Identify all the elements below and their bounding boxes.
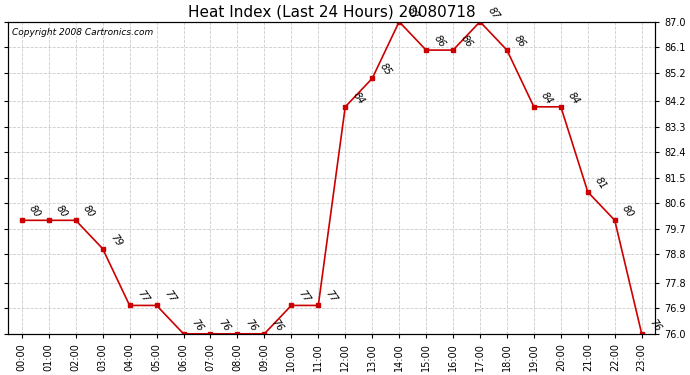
Text: 79: 79 xyxy=(108,232,124,248)
Text: 84: 84 xyxy=(351,90,366,106)
Text: 84: 84 xyxy=(540,90,555,106)
Text: 77: 77 xyxy=(135,289,150,304)
Text: 76: 76 xyxy=(647,317,662,333)
Text: 86: 86 xyxy=(513,33,528,50)
Text: 77: 77 xyxy=(297,289,313,304)
Text: 87: 87 xyxy=(405,5,420,21)
Text: 86: 86 xyxy=(432,33,447,50)
Text: 76: 76 xyxy=(270,317,285,333)
Text: 77: 77 xyxy=(162,289,177,304)
Text: 77: 77 xyxy=(324,289,339,304)
Text: 80: 80 xyxy=(620,204,635,219)
Text: 85: 85 xyxy=(377,62,393,78)
Text: 80: 80 xyxy=(55,204,70,219)
Text: 84: 84 xyxy=(566,90,582,106)
Text: 80: 80 xyxy=(28,204,43,219)
Text: Copyright 2008 Cartronics.com: Copyright 2008 Cartronics.com xyxy=(12,28,152,37)
Text: 76: 76 xyxy=(216,317,231,333)
Text: 80: 80 xyxy=(81,204,97,219)
Text: 86: 86 xyxy=(459,33,474,50)
Title: Heat Index (Last 24 Hours) 20080718: Heat Index (Last 24 Hours) 20080718 xyxy=(188,4,475,19)
Text: 81: 81 xyxy=(593,175,609,191)
Text: 76: 76 xyxy=(189,317,204,333)
Text: 76: 76 xyxy=(243,317,258,333)
Text: 87: 87 xyxy=(486,5,501,21)
